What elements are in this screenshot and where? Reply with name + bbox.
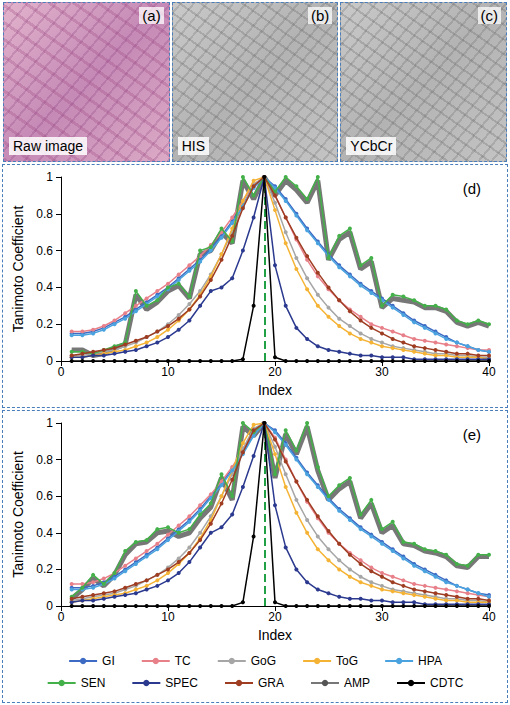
html-text:(b): (b) — [311, 7, 330, 24]
svg-text:Index: Index — [258, 382, 292, 398]
html-text:YCbCr: YCbCr — [350, 138, 393, 154]
svg-text:TC: TC — [175, 654, 191, 668]
svg-text:CDTC: CDTC — [430, 676, 464, 690]
svg-text:40: 40 — [482, 365, 496, 379]
html-text:(c): (c) — [480, 7, 498, 24]
svg-text:Tanimoto Coefficient: Tanimoto Coefficient — [10, 206, 26, 333]
svg-text:(d): (d) — [463, 180, 481, 197]
svg-text:GI: GI — [102, 654, 115, 668]
svg-text:0: 0 — [58, 610, 65, 624]
svg-text:30: 30 — [375, 610, 389, 624]
svg-text:0: 0 — [46, 599, 53, 613]
html-text:Raw image: Raw image — [13, 138, 83, 154]
svg-text:HPA: HPA — [418, 654, 442, 668]
svg-text:20: 20 — [268, 365, 282, 379]
svg-text:20: 20 — [268, 610, 282, 624]
svg-text:0.4: 0.4 — [36, 280, 53, 294]
svg-text:1: 1 — [46, 416, 53, 430]
svg-text:Index: Index — [258, 627, 292, 643]
svg-text:SPEC: SPEC — [165, 676, 198, 690]
svg-text:0.2: 0.2 — [36, 317, 53, 331]
svg-text:0.6: 0.6 — [36, 489, 53, 503]
svg-text:0: 0 — [58, 365, 65, 379]
svg-text:(e): (e) — [463, 426, 481, 443]
svg-text:0: 0 — [46, 354, 53, 368]
svg-text:0.4: 0.4 — [36, 526, 53, 540]
svg-text:GRA: GRA — [258, 676, 284, 690]
svg-text:10: 10 — [161, 365, 175, 379]
svg-text:0.2: 0.2 — [36, 562, 53, 576]
svg-text:GoG: GoG — [251, 654, 276, 668]
svg-text:0.8: 0.8 — [36, 453, 53, 467]
svg-text:10: 10 — [161, 610, 175, 624]
html-text:HIS: HIS — [181, 138, 205, 154]
html-text:(a): (a) — [142, 7, 161, 24]
svg-text:0.8: 0.8 — [36, 207, 53, 221]
svg-text:ToG: ToG — [336, 654, 358, 668]
svg-text:Tanimoto Coefficient: Tanimoto Coefficient — [10, 451, 26, 578]
svg-text:30: 30 — [375, 365, 389, 379]
svg-text:0.6: 0.6 — [36, 244, 53, 258]
svg-text:1: 1 — [46, 170, 53, 184]
svg-text:AMP: AMP — [344, 676, 370, 690]
svg-text:40: 40 — [482, 610, 496, 624]
svg-text:SEN: SEN — [81, 676, 106, 690]
